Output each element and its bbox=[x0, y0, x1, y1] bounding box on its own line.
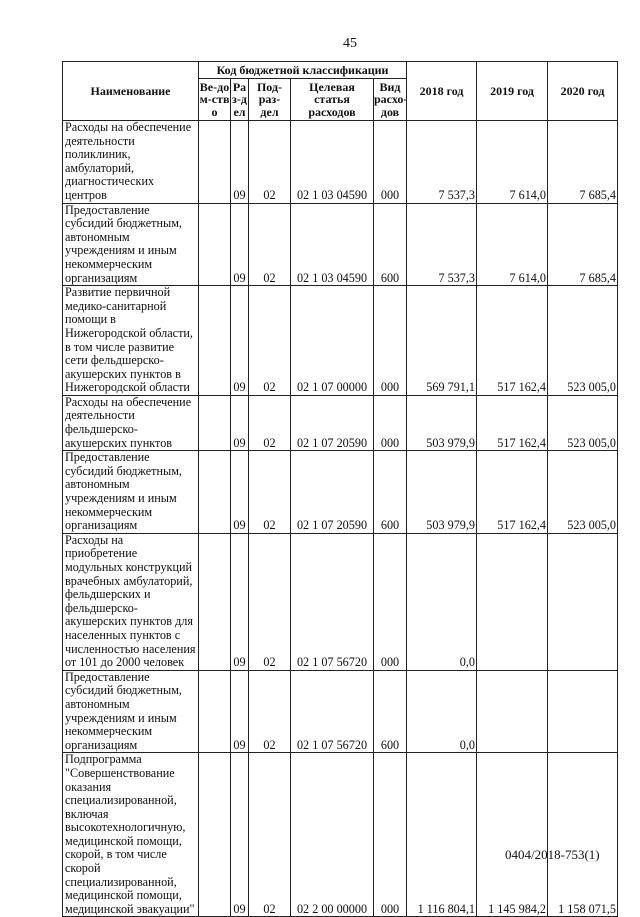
cell-razdel: 09 bbox=[230, 532, 249, 671]
header-code-group: Код бюджетной классификации bbox=[197, 61, 408, 79]
table-row: Подпрограмма "Совершенствование оказания… bbox=[62, 752, 619, 917]
budget-table: Наименование Код бюджетной классификации… bbox=[62, 61, 619, 917]
cell-razdel: 09 bbox=[230, 120, 249, 204]
cell-name: Расходы на обеспечение деятельности фель… bbox=[62, 394, 199, 452]
cell-razdel: 09 bbox=[230, 285, 249, 396]
cell-celevaya: 02 1 07 56720 bbox=[290, 532, 374, 671]
cell-y2018: 1 116 804,1 bbox=[406, 752, 478, 917]
cell-razdel: 09 bbox=[230, 202, 249, 287]
cell-ved bbox=[198, 120, 231, 204]
cell-vid: 000 bbox=[372, 120, 408, 204]
cell-y2019 bbox=[476, 669, 549, 754]
cell-vid: 000 bbox=[372, 394, 408, 452]
table-row: Предоставление субсидий бюджетным, автон… bbox=[62, 669, 619, 754]
document-code: 0404/2018-753(1) bbox=[505, 847, 600, 862]
cell-podrazdel: 02 bbox=[248, 202, 291, 287]
cell-podrazdel: 02 bbox=[248, 394, 291, 452]
cell-y2019: 517 162,4 bbox=[476, 450, 549, 534]
cell-y2018: 7 537,3 bbox=[406, 120, 478, 204]
cell-y2020: 7 685,4 bbox=[547, 120, 619, 204]
cell-podrazdel: 02 bbox=[248, 752, 291, 917]
cell-podrazdel: 02 bbox=[248, 285, 291, 396]
cell-celevaya: 02 1 07 56720 bbox=[290, 669, 374, 754]
cell-ved bbox=[198, 752, 231, 917]
cell-ved bbox=[198, 202, 231, 287]
cell-name: Предоставление субсидий бюджетным, автон… bbox=[62, 669, 199, 754]
cell-vid: 600 bbox=[372, 450, 408, 534]
cell-y2018: 7 537,3 bbox=[406, 202, 478, 287]
cell-name: Предоставление субсидий бюджетным, автон… bbox=[62, 450, 199, 534]
cell-razdel: 09 bbox=[230, 450, 249, 534]
cell-vid: 600 bbox=[372, 202, 408, 287]
cell-podrazdel: 02 bbox=[248, 669, 291, 754]
cell-y2020 bbox=[547, 532, 619, 671]
table-row: Развитие первичной медико-санитарной пом… bbox=[62, 285, 619, 396]
cell-name: Подпрограмма "Совершенствование оказания… bbox=[62, 752, 199, 917]
cell-ved bbox=[198, 532, 231, 671]
cell-y2020: 1 158 071,5 bbox=[547, 752, 619, 917]
cell-y2018: 569 791,1 bbox=[406, 285, 478, 396]
header-2019: 2019 год bbox=[476, 61, 549, 121]
table-row: Предоставление субсидий бюджетным, автон… bbox=[62, 450, 619, 534]
cell-y2018: 0,0 bbox=[406, 532, 478, 671]
cell-celevaya: 02 1 07 20590 bbox=[290, 450, 374, 534]
cell-razdel: 09 bbox=[230, 752, 249, 917]
cell-y2020: 7 685,4 bbox=[547, 202, 619, 287]
cell-y2020: 523 005,0 bbox=[547, 285, 619, 396]
cell-name: Расходы на обеспечение деятельности поли… bbox=[62, 120, 199, 204]
cell-podrazdel: 02 bbox=[248, 450, 291, 534]
cell-y2018: 503 979,9 bbox=[406, 394, 478, 452]
cell-vid: 600 bbox=[372, 669, 408, 754]
header-podrazdel: Под-раз-дел bbox=[248, 78, 291, 121]
cell-y2019 bbox=[476, 532, 549, 671]
cell-ved bbox=[198, 450, 231, 534]
cell-name: Расходы на приобретение модульных констр… bbox=[62, 532, 199, 671]
cell-celevaya: 02 1 03 04590 bbox=[290, 120, 374, 204]
header-vid: Вид расхо-дов bbox=[372, 78, 408, 121]
cell-y2018: 503 979,9 bbox=[406, 450, 478, 534]
cell-y2018: 0,0 bbox=[406, 669, 478, 754]
cell-vid: 000 bbox=[372, 285, 408, 396]
page-number: 45 bbox=[343, 36, 357, 51]
header-name: Наименование bbox=[62, 61, 199, 121]
cell-vid: 000 bbox=[372, 752, 408, 917]
cell-name: Предоставление субсидий бюджетным, автон… bbox=[62, 202, 199, 287]
cell-name: Развитие первичной медико-санитарной пом… bbox=[62, 285, 199, 396]
cell-y2020 bbox=[547, 669, 619, 754]
cell-y2020: 523 005,0 bbox=[547, 450, 619, 534]
cell-y2019: 517 162,4 bbox=[476, 285, 549, 396]
cell-y2019: 7 614,0 bbox=[476, 202, 549, 287]
header-2018: 2018 год bbox=[406, 61, 478, 121]
table-row: Предоставление субсидий бюджетным, автон… bbox=[62, 202, 619, 287]
cell-celevaya: 02 1 07 00000 bbox=[290, 285, 374, 396]
table-row: Расходы на приобретение модульных констр… bbox=[62, 532, 619, 671]
header-ved: Ве-дом-ство bbox=[198, 78, 231, 121]
cell-celevaya: 02 1 07 20590 bbox=[290, 394, 374, 452]
header-2020: 2020 год bbox=[547, 61, 619, 121]
cell-razdel: 09 bbox=[230, 669, 249, 754]
cell-ved bbox=[198, 394, 231, 452]
cell-y2019: 7 614,0 bbox=[476, 120, 549, 204]
table-row: Расходы на обеспечение деятельности фель… bbox=[62, 394, 619, 452]
cell-ved bbox=[198, 669, 231, 754]
cell-razdel: 09 bbox=[230, 394, 249, 452]
cell-y2020: 523 005,0 bbox=[547, 394, 619, 452]
cell-y2019: 1 145 984,2 bbox=[476, 752, 549, 917]
cell-celevaya: 02 1 03 04590 bbox=[290, 202, 374, 287]
cell-podrazdel: 02 bbox=[248, 532, 291, 671]
cell-celevaya: 02 2 00 00000 bbox=[290, 752, 374, 917]
cell-podrazdel: 02 bbox=[248, 120, 291, 204]
cell-y2019: 517 162,4 bbox=[476, 394, 549, 452]
header-razdel: Раз-дел bbox=[230, 78, 249, 121]
header-celevaya: Целевая статья расходов bbox=[290, 78, 374, 121]
cell-vid: 000 bbox=[372, 532, 408, 671]
cell-ved bbox=[198, 285, 231, 396]
table-row: Расходы на обеспечение деятельности поли… bbox=[62, 120, 619, 204]
